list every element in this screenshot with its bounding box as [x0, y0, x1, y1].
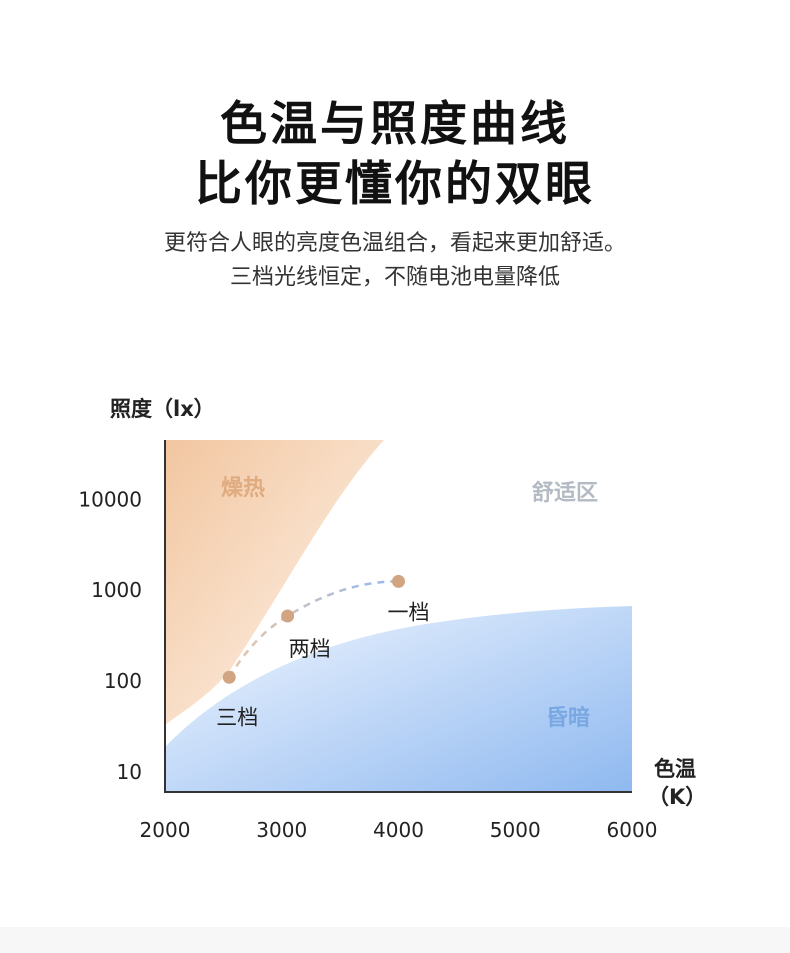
data-point [392, 574, 405, 588]
y-tick-label: 10000 [78, 487, 142, 511]
y-tick-label: 1000 [91, 578, 142, 602]
trend-dashed-line [228, 580, 399, 678]
x-tick-label: 5000 [490, 818, 541, 842]
page-title-line-1: 色温与照度曲线 [220, 97, 570, 152]
x-axis-label-line-2: （K） [648, 785, 706, 809]
data-point-label: 两档 [289, 637, 331, 661]
y-tick-label: 100 [104, 669, 142, 693]
data-point-label: 一档 [388, 600, 430, 624]
hot-region [165, 440, 384, 725]
x-axis-label-line-1: 色温 [654, 757, 696, 781]
bottom-band [0, 927, 790, 953]
data-point [281, 609, 295, 623]
region-label-dim: 昏暗 [546, 705, 590, 731]
x-tick-label: 6000 [607, 818, 658, 842]
page-title-line-2: 比你更懂你的双眼 [195, 157, 595, 212]
x-tick-label: 2000 [140, 818, 191, 842]
region-label-comfort: 舒适区 [532, 480, 598, 506]
y-axis-label: 照度（lx） [110, 397, 215, 421]
dim-region [165, 606, 632, 792]
chart-axes [164, 440, 632, 793]
page-subtitle-line-2: 三档光线恒定，不随电池电量降低 [229, 265, 560, 290]
page-subtitle-line-1: 更符合人眼的亮度色温组合，看起来更加舒适。 [163, 231, 626, 256]
x-tick-label: 3000 [256, 818, 307, 842]
color-temperature-illuminance-chart: 2000 3000 4000 5000 6000 10 100 1000 10000 一档两档三… [78, 397, 706, 842]
x-tick-label: 4000 [373, 818, 424, 842]
region-label-hot: 燥热 [221, 475, 265, 501]
data-point-label: 三档 [216, 705, 258, 729]
y-tick-label: 10 [117, 760, 142, 784]
data-point [222, 670, 236, 684]
